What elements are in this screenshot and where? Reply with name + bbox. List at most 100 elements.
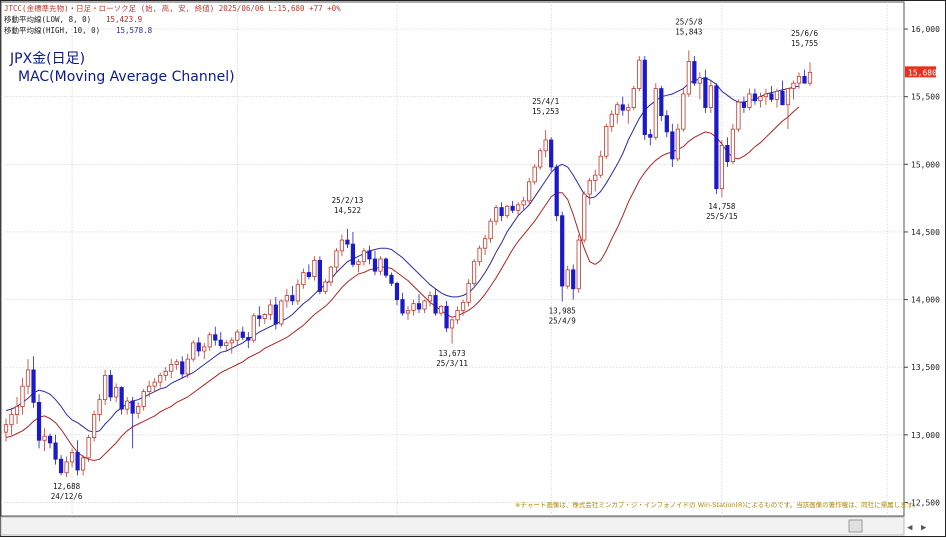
candle: [576, 234, 581, 293]
candle-body-down: [714, 85, 719, 190]
candle-body-down: [620, 104, 625, 111]
candle: [20, 378, 25, 415]
annotation-line1: 12,688: [53, 482, 81, 491]
candle-body-down: [549, 139, 554, 168]
candle: [163, 367, 168, 381]
candle-body-up: [80, 457, 86, 471]
annotation-line2: 25/5/15: [706, 212, 738, 221]
candle-body-up: [9, 414, 14, 426]
candle: [378, 256, 383, 276]
candle-body-up: [527, 181, 532, 202]
candle-body-up: [587, 180, 592, 195]
candle: [730, 123, 736, 165]
candle: [64, 456, 69, 478]
candle-body-down: [571, 269, 576, 290]
candle: [224, 340, 229, 351]
candle-body-up: [543, 139, 548, 152]
candle: [235, 329, 240, 346]
candle-body-up: [14, 406, 20, 415]
candle: [532, 164, 537, 185]
candle: [14, 396, 20, 425]
candle: [664, 110, 669, 138]
candle: [438, 304, 444, 316]
candle-body-up: [279, 300, 284, 325]
candle: [538, 148, 543, 170]
candle: [31, 356, 36, 408]
candle: [620, 96, 625, 116]
candle-body-down: [306, 272, 311, 277]
candle: [609, 110, 614, 132]
scroll-left-arrow-icon[interactable]: ◀: [907, 523, 913, 533]
candle: [675, 123, 680, 162]
candle-body-up: [323, 281, 328, 292]
candle: [719, 139, 724, 198]
candle: [334, 248, 339, 273]
candle: [488, 218, 493, 243]
candle: [185, 353, 190, 379]
horizontal-scrollbar[interactable]: ◀ ▶: [0, 516, 927, 536]
candle: [758, 92, 763, 108]
candle-body-up: [361, 250, 367, 263]
candle: [389, 272, 394, 287]
candle: [703, 69, 708, 113]
candle: [631, 85, 636, 111]
candle-body-up: [460, 301, 466, 311]
candle: [42, 428, 47, 452]
candle: [202, 342, 207, 360]
candle: [36, 394, 42, 449]
candle-body-up: [185, 358, 190, 375]
candle-body-down: [499, 207, 504, 217]
candle-body-up: [697, 77, 702, 84]
candle-body-up: [653, 88, 658, 138]
candle: [769, 85, 774, 103]
candle: [521, 196, 526, 211]
candle-body-down: [769, 93, 774, 100]
candle: [47, 433, 53, 449]
scrollbar-thumb[interactable]: [848, 519, 863, 533]
candle: [725, 137, 730, 168]
candle-body-up: [736, 101, 741, 130]
ma-low-line: [5, 106, 800, 462]
moving-average-lines: [5, 77, 800, 462]
chart-subtitle: MAC(Moving Average Channel): [18, 69, 235, 85]
candle: [229, 337, 234, 354]
y-tick-label: 15,000: [911, 160, 940, 169]
candle: [582, 191, 587, 243]
candle-body-up: [719, 144, 724, 190]
candle-body-up: [593, 174, 598, 181]
candle-body-up: [158, 374, 163, 383]
candle-body-down: [119, 387, 124, 410]
scroll-right-arrow-icon[interactable]: ▶: [921, 523, 927, 533]
candle-body-up: [191, 342, 196, 360]
candle: [268, 299, 273, 320]
candle: [130, 396, 135, 449]
ma-high-line: [5, 77, 800, 433]
y-axis: 12,500 13,000 13,500 14,000 14,500 15,000 15,5…: [904, 25, 940, 507]
candle: [416, 294, 422, 314]
candle-body-up: [378, 258, 383, 272]
candle-body-down: [58, 458, 64, 474]
candle-body-up: [747, 93, 752, 108]
candle: [174, 359, 179, 370]
annotation-line2: 24/12/6: [51, 492, 83, 501]
copyright-footnote: ※チャート画像は、株式会社ミンカブ・ジ・インフォノイドの Win-Station…: [515, 500, 919, 509]
candle: [455, 306, 460, 324]
candle-body-up: [20, 385, 25, 407]
candle: [796, 72, 802, 89]
candle: [25, 359, 31, 395]
candle-body-down: [703, 77, 708, 108]
candle: [554, 164, 559, 222]
candle: [648, 129, 653, 146]
candle: [736, 99, 741, 132]
candle-body-up: [92, 414, 97, 438]
candle: [114, 383, 119, 403]
candle: [560, 211, 565, 302]
candle-body-up: [471, 261, 477, 284]
candle-body-up: [422, 300, 427, 310]
candle-body-down: [108, 374, 113, 398]
candle: [218, 332, 223, 349]
annotation-line2: 25/4/9: [549, 317, 576, 326]
candles: [3, 50, 813, 478]
candle: [246, 332, 251, 349]
candle-body-up: [235, 331, 240, 341]
